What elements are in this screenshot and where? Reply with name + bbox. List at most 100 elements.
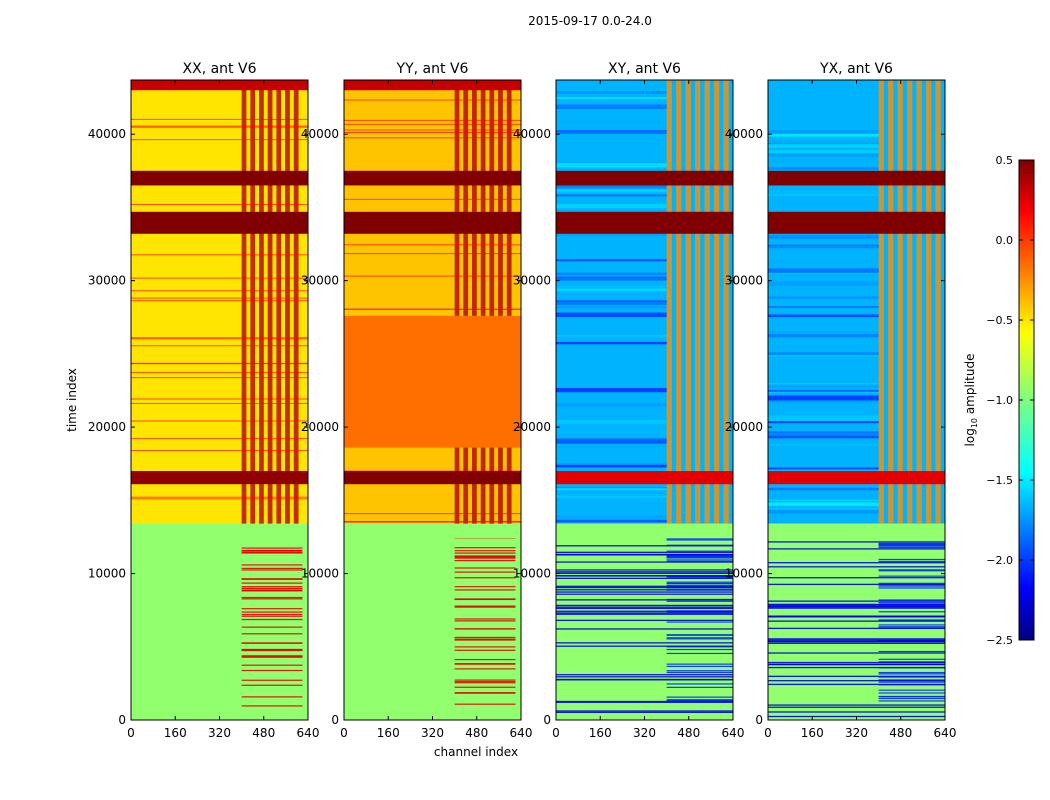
y-tick-label: 40000 [513, 127, 551, 141]
time-stripe [241, 552, 303, 554]
time-stripe [768, 711, 945, 713]
rfi-channel-stripe [241, 80, 247, 524]
time-stripe [454, 692, 516, 694]
rfi-channel-stripe [935, 80, 941, 524]
time-stripe [556, 585, 733, 587]
time-stripe [131, 300, 308, 302]
y-tick-label: 0 [755, 713, 763, 727]
time-stripe [666, 583, 733, 585]
time-stripe [556, 204, 667, 209]
time-stripe [241, 615, 303, 617]
time-stripe [556, 272, 667, 276]
time-stripe [556, 288, 667, 292]
time-stripe [556, 207, 667, 211]
x-tick-label: 0 [340, 726, 348, 740]
time-stripe [241, 655, 303, 657]
time-stripe [556, 593, 733, 595]
time-stripe [556, 679, 733, 681]
time-stripe [878, 582, 945, 584]
time-stripe [556, 577, 733, 579]
time-stripe [556, 102, 667, 107]
time-stripe [556, 285, 667, 288]
time-stripe [241, 696, 303, 698]
time-stripe [556, 674, 733, 676]
time-stripe [768, 706, 945, 708]
time-stripe [666, 539, 733, 541]
time-stripe [556, 711, 733, 713]
time-stripe [878, 543, 945, 545]
y-tick-label: 40000 [725, 127, 763, 141]
colorbar-tick-label: −1.0 [986, 394, 1013, 407]
time-stripe [878, 619, 945, 621]
x-axis-label: channel index [434, 745, 518, 759]
time-band [344, 80, 521, 91]
time-stripe [768, 352, 879, 355]
time-stripe [556, 676, 733, 678]
time-stripe [344, 119, 521, 121]
time-stripe [344, 521, 521, 523]
time-stripe [878, 558, 945, 561]
x-tick-label: 320 [421, 726, 444, 740]
time-stripe [556, 88, 667, 92]
time-stripe [454, 620, 516, 622]
time-stripe [454, 606, 516, 608]
time-stripe [454, 663, 516, 665]
x-tick-label: 160 [164, 726, 187, 740]
time-stripe [878, 611, 945, 613]
x-tick-label: 480 [252, 726, 275, 740]
time-stripe [454, 605, 516, 607]
y-tick-label: 10000 [301, 567, 339, 581]
time-stripe [241, 567, 303, 569]
time-stripe [878, 700, 945, 702]
time-stripe [768, 234, 879, 239]
y-tick-label: 20000 [513, 420, 551, 434]
time-stripe [241, 598, 303, 600]
time-stripe [344, 253, 521, 255]
time-stripe [878, 569, 945, 571]
time-stripe [768, 190, 879, 195]
time-stripe [556, 645, 733, 647]
time-stripe [556, 233, 667, 237]
time-stripe [768, 153, 879, 157]
time-stripe [768, 607, 945, 609]
time-stripe [454, 586, 516, 588]
time-stripe [878, 624, 945, 626]
time-stripe [454, 571, 516, 573]
time-stripe [241, 564, 303, 566]
time-stripe [454, 679, 516, 681]
colorbar-label: log10 amplitude [963, 354, 979, 447]
rfi-channel-stripe [695, 80, 701, 524]
rfi-channel-stripe [293, 80, 299, 524]
time-stripe [131, 363, 308, 365]
time-stripe [556, 586, 733, 589]
time-stripe [768, 499, 879, 502]
time-band [131, 211, 308, 234]
panel-title: YY, ant V6 [396, 61, 469, 77]
time-stripe [556, 463, 667, 467]
time-stripe [241, 587, 303, 589]
time-stripe [344, 123, 521, 125]
colorbar-tick-label: −2.0 [986, 554, 1013, 567]
time-stripe [241, 578, 303, 580]
time-stripe [241, 551, 303, 553]
time-stripe [556, 300, 667, 303]
time-stripe [666, 696, 733, 698]
time-stripe [556, 599, 733, 601]
time-band [768, 471, 945, 485]
time-stripe [768, 493, 879, 498]
rfi-channel-stripe [250, 80, 256, 524]
panel-background-upper [131, 80, 308, 524]
panel-background-lower [768, 523, 945, 720]
time-stripe [768, 268, 879, 273]
time-stripe [666, 699, 733, 701]
time-stripe [131, 139, 308, 141]
rfi-channel-stripe [897, 80, 903, 524]
colorbar: 0.5 0.0 −0.5 −1.0 −1.5 −2.0 −2.5 log10 amplitu… [963, 154, 1035, 647]
time-stripe [344, 131, 521, 133]
time-stripe [768, 507, 879, 510]
time-stripe [768, 600, 945, 602]
time-stripe [241, 664, 303, 666]
panel-1: YY, ant V6 0 160 320 480 640 0 10000 20000 30000 4… [301, 61, 533, 740]
time-stripe [878, 545, 945, 547]
time-stripe [768, 395, 879, 400]
